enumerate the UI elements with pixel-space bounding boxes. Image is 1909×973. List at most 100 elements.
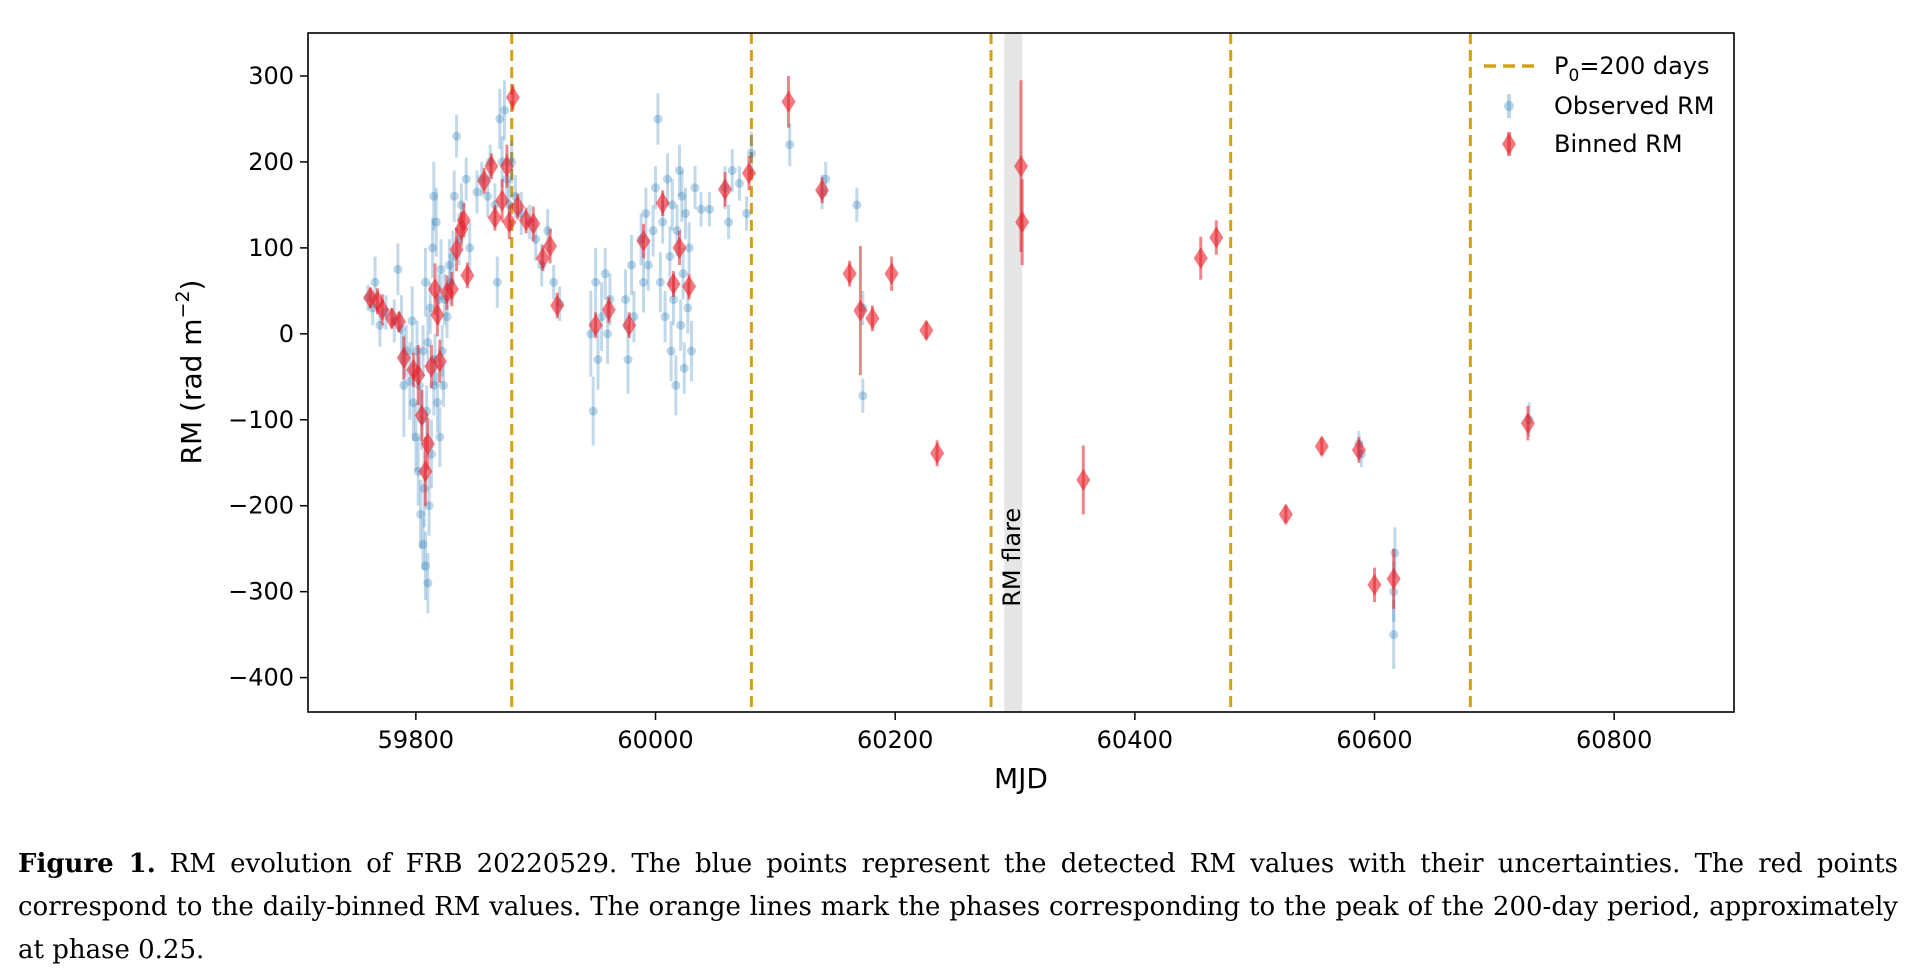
binned-point [1520,412,1535,435]
x-tick-label: 60600 [1336,726,1412,754]
y-tick-label: 0 [279,320,294,348]
observed-point [436,264,446,274]
binned-point [414,404,429,427]
observed-point [734,178,744,188]
binned-point [1014,155,1028,178]
binned-point [1351,438,1366,461]
observed-point [418,539,428,549]
observed-point [428,243,438,253]
observed-point [852,200,862,210]
y-tick-label: −200 [228,492,294,520]
observed-point [746,148,756,158]
observed-point [660,312,670,322]
binned-point [865,307,880,330]
observed-point [435,432,445,442]
observed-point [442,312,452,322]
observed-point [668,294,678,304]
legend-binned-label: Binned RM [1554,130,1683,158]
y-tick-label: 200 [248,148,294,176]
observed-point [495,114,505,124]
observed-point [704,204,714,214]
observed-point [492,277,502,287]
observed-point [671,380,681,390]
observed-point [420,561,430,571]
binned-point [672,236,687,259]
binned-point [1015,211,1030,234]
observed-point [683,303,693,313]
observed-point [676,320,686,330]
binned-point [930,442,945,465]
binned-point [444,278,459,301]
binned-point [510,195,525,218]
observed-point [603,329,613,339]
observed-point [648,226,658,236]
observed-point [416,509,426,519]
plot-frame [307,32,1735,713]
observed-point [593,355,603,365]
observed-point [500,105,510,115]
binned-point [781,90,796,113]
observed-point [679,363,689,373]
observed-point [690,183,700,193]
figure: 59800 60000 60200 60400 60600 60800 300 200 100… [172,32,1735,795]
binned-point [456,209,471,232]
binned-point [484,155,499,178]
observed-point [643,260,653,270]
y-tick-label: −400 [228,664,294,692]
observed-point [399,380,409,390]
observed-point [680,208,690,218]
observed-point [444,260,454,270]
observed-point [785,140,795,150]
observed-point [370,277,380,287]
y-tick-label: 300 [248,62,294,90]
binned-point [842,262,857,285]
legend: P0=200 days Observed RM Binned RM [1484,52,1714,158]
binned-point [682,275,697,298]
binned-point [919,319,934,342]
figure-caption: Figure 1. RM evolution of FRB 20220529. T… [18,843,1898,972]
observed-point [449,191,459,201]
observed-point [662,174,672,184]
observed-point [591,277,601,287]
observed-point [408,398,418,408]
binned-point [430,303,445,326]
binned-point [543,235,558,258]
rm-flare-band [1004,33,1023,712]
observed-point [588,406,598,416]
legend-observed-swatch [1504,101,1514,111]
binned-point [502,211,517,234]
observed-point [653,114,663,124]
observed-point [696,204,706,214]
binned-point [1386,567,1401,590]
observed-point [438,380,448,390]
observed-point [686,346,696,356]
legend-binned-swatch [1502,133,1516,155]
observed-point [452,131,462,141]
x-tick-label: 60400 [1097,726,1173,754]
binned-point [420,432,435,455]
observed-point [423,578,433,588]
observed-point [465,243,475,253]
x-tick-label: 60800 [1576,726,1652,754]
legend-observed-label: Observed RM [1554,92,1714,120]
observed-point [651,183,661,193]
binned-point [1209,226,1224,249]
binned-point [1314,435,1329,458]
observed-point [407,316,417,326]
binned-point [495,189,510,212]
binned-point [741,162,756,185]
binned-point [601,298,616,321]
y-tick-label: 100 [248,234,294,262]
observed-point [641,208,651,218]
binned-point [1367,573,1382,596]
binned-point [432,350,447,373]
caption-text: RM evolution of FRB 20220529. The blue p… [18,849,1898,965]
binned-point [1278,503,1293,526]
observed-point [393,264,403,274]
binned-point [392,310,407,333]
observed-point [677,191,687,201]
binned-point [499,155,514,178]
observed-point [461,174,471,184]
caption-label: Figure 1. [18,849,156,879]
binned-point [550,294,565,317]
